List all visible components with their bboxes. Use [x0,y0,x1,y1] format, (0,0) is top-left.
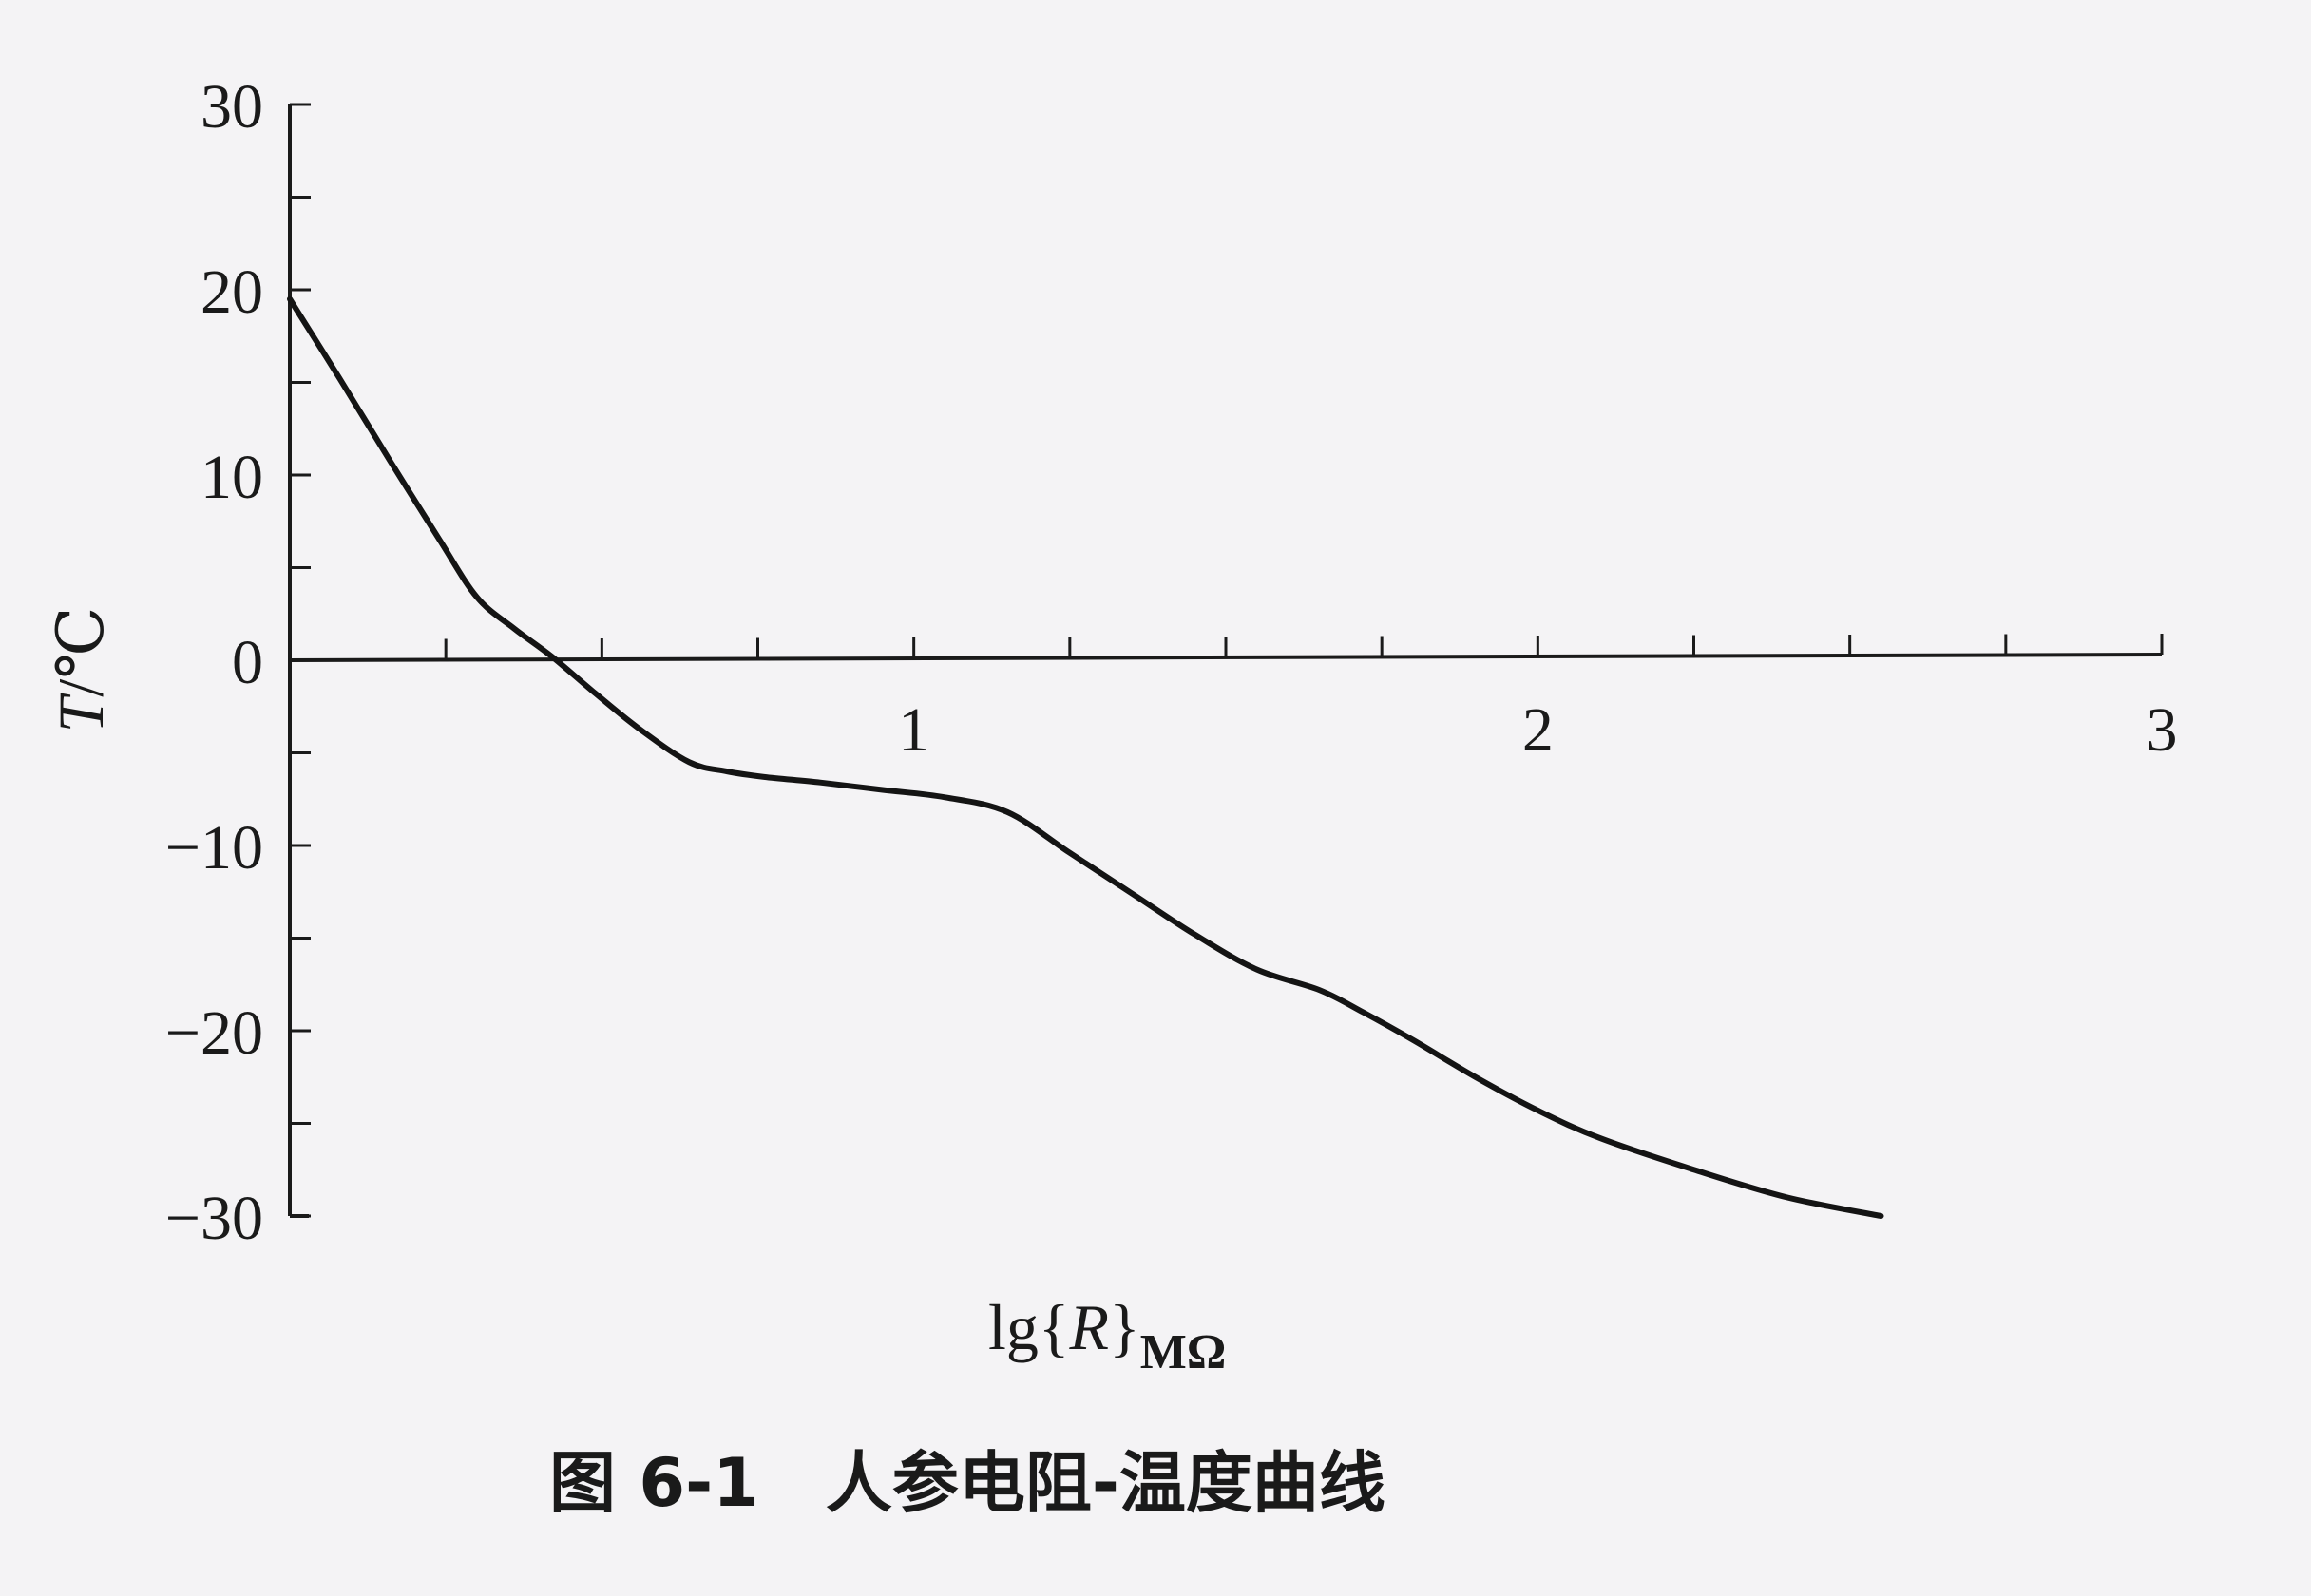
y-tick-label: 20 [201,257,263,327]
y-axis-label-symbol: T [45,693,117,732]
y-tick-label: −30 [165,1184,263,1253]
figure-caption: 图 6-1 人参电阻-温度曲线 [549,1444,1385,1522]
y-axis-label-unit: /℃ [45,607,117,697]
y-axis-label: T/℃ [45,607,117,733]
x-tick-label: 3 [2147,695,2178,765]
data-series [287,295,1884,1219]
x-axis-label-symbol: R [1069,1291,1110,1363]
x-tick-label: 1 [898,695,929,765]
y-tick-label: 10 [201,443,263,512]
series-line [287,295,1884,1219]
y-tick-label: 0 [232,628,263,697]
axes [288,104,2163,1218]
x-axis-label-unit: MΩ [1140,1325,1227,1379]
y-tick-label: 30 [201,72,263,142]
tick-labels: 30 20 10 0 −10 −20 −30 1 2 3 [165,72,2178,1253]
x-axis-label-close: } [1109,1291,1140,1363]
y-tick-label: −10 [165,813,263,883]
x-tick-label: 2 [1522,695,1554,765]
tick-marks [290,103,2164,1218]
x-axis-label: lg{R}MΩ [988,1291,1226,1379]
y-tick-label: −20 [165,998,263,1068]
x-axis-label-prefix: lg{ [988,1291,1070,1363]
